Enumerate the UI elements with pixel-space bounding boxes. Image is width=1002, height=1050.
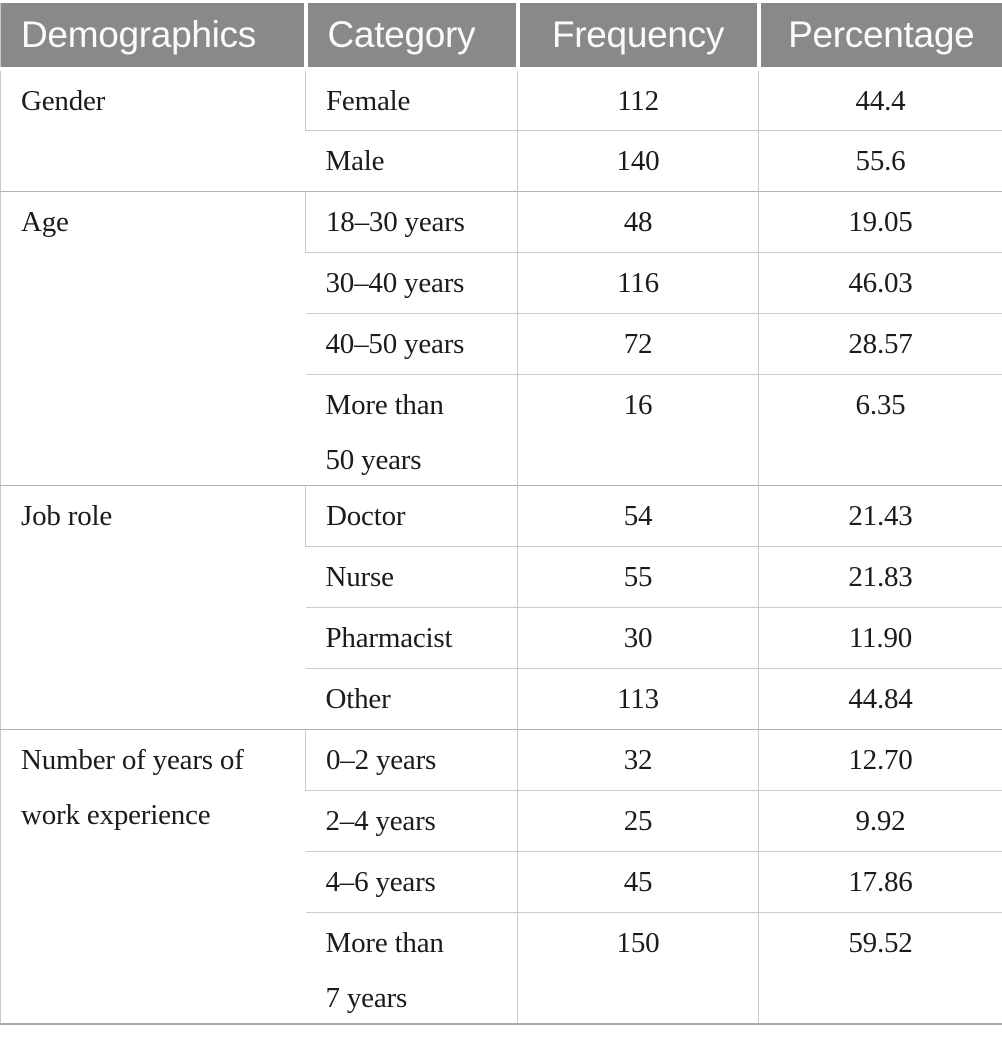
- demographic-cell-work-experience: Number of years of work experience: [0, 728, 306, 1024]
- percentage-cell: 11.90: [758, 606, 1002, 668]
- percentage-cell: 12.70: [758, 728, 1002, 790]
- demographic-label: Job role: [21, 499, 113, 532]
- column-header-frequency: Frequency: [515, 3, 759, 71]
- demographic-label: Age: [21, 205, 69, 238]
- frequency-cell: 55: [517, 545, 759, 607]
- category-label: Nurse: [325, 560, 394, 593]
- category-cell: Female: [305, 69, 518, 130]
- frequency-cell: 30: [517, 606, 759, 668]
- demographic-cell-age: Age: [0, 190, 306, 485]
- table-row: Job role Doctor 54 21.43: [0, 484, 1002, 729]
- frequency-cell: 150: [517, 911, 759, 1024]
- category-cell: 40–50 years: [305, 312, 518, 374]
- percentage-cell: 44.4: [758, 69, 1002, 130]
- category-label: 0–2 years: [326, 743, 437, 776]
- table-row: 40–50 years 72 28.57: [1, 312, 1002, 374]
- table-row: Other 113 44.84: [1, 667, 1002, 729]
- frequency-cell: 48: [517, 190, 759, 252]
- frequency-cell: 25: [517, 789, 759, 851]
- frequency-cell: 45: [517, 850, 759, 912]
- demographic-label: Number of years of: [21, 743, 244, 776]
- category-cell: Nurse: [305, 545, 518, 607]
- frequency-cell: 113: [517, 667, 759, 729]
- category-cell: Doctor: [305, 484, 518, 546]
- category-cell: Pharmacist: [305, 606, 518, 668]
- frequency-cell: 72: [517, 312, 759, 374]
- frequency-cell: 32: [517, 728, 759, 790]
- category-label: 7 years: [325, 981, 408, 1014]
- category-label: 18–30 years: [326, 205, 465, 238]
- percentage-cell: 21.83: [758, 545, 1002, 607]
- percentage-cell: 59.52: [758, 911, 1002, 1024]
- category-cell: 2–4 years: [305, 789, 518, 851]
- table-row: Male 140 55.6: [1, 129, 1002, 191]
- frequency-cell: 112: [517, 69, 759, 130]
- demographic-label: Gender: [21, 85, 106, 117]
- category-cell: 18–30 years: [305, 190, 518, 252]
- category-cell: Male: [305, 129, 518, 191]
- category-label: 4–6 years: [325, 865, 436, 898]
- table-row: 2–4 years 25 9.92: [1, 789, 1002, 851]
- table-row: Number of years of work experience 0–2 y…: [0, 728, 1002, 1024]
- percentage-cell: 44.84: [758, 667, 1002, 729]
- table-row: More than 7 years 150 59.52: [1, 911, 1002, 1024]
- demographic-cell-job-role: Job role: [0, 484, 306, 729]
- percentage-cell: 9.92: [758, 789, 1002, 851]
- percentage-cell: 55.6: [758, 129, 1002, 191]
- category-label: Male: [325, 144, 385, 177]
- category-label: Other: [325, 682, 391, 715]
- frequency-cell: 16: [517, 373, 759, 485]
- table-row: Pharmacist 30 11.90: [1, 606, 1002, 668]
- category-cell: 30–40 years: [305, 251, 518, 313]
- demographics-table: Demographics Category Frequency Percenta…: [0, 3, 1002, 1025]
- column-header-demographics: Demographics: [0, 3, 306, 71]
- frequency-cell: 54: [517, 484, 759, 546]
- frequency-cell: 140: [517, 129, 759, 191]
- table-row: Age 18–30 years 48 19.05: [0, 190, 1002, 485]
- demographic-cell-gender: Gender: [1, 69, 306, 191]
- category-label: More than: [325, 388, 444, 421]
- table-row: Nurse 55 21.83: [1, 545, 1002, 607]
- category-label: Female: [326, 85, 411, 117]
- percentage-cell: 17.86: [758, 850, 1002, 912]
- category-cell: More than 7 years: [305, 911, 518, 1024]
- category-label: 30–40 years: [325, 266, 465, 299]
- category-label: 50 years: [325, 443, 422, 476]
- page: Demographics Category Frequency Percenta…: [0, 3, 1002, 1025]
- category-cell: Other: [305, 667, 518, 729]
- demographic-label: work experience: [21, 798, 211, 831]
- category-cell: 4–6 years: [305, 850, 518, 912]
- category-label: 40–50 years: [325, 327, 465, 360]
- percentage-cell: 46.03: [758, 251, 1002, 313]
- category-cell: More than 50 years: [305, 373, 518, 485]
- category-label: 2–4 years: [325, 804, 436, 837]
- category-label: Pharmacist: [325, 621, 453, 654]
- header-row: Demographics Category Frequency Percenta…: [0, 3, 1002, 71]
- percentage-cell: 6.35: [758, 373, 1002, 485]
- category-label: More than: [325, 926, 444, 959]
- column-header-category: Category: [303, 3, 518, 71]
- table-row: Gender Female 112 44.4: [1, 69, 1002, 130]
- category-cell: 0–2 years: [305, 728, 518, 790]
- percentage-cell: 21.43: [758, 484, 1002, 546]
- column-header-percentage: Percentage: [756, 3, 1002, 71]
- table-row: 4–6 years 45 17.86: [1, 850, 1002, 912]
- category-label: Doctor: [326, 499, 406, 532]
- percentage-cell: 28.57: [758, 312, 1002, 374]
- table-row: More than 50 years 16 6.35: [1, 373, 1002, 485]
- percentage-cell: 19.05: [758, 190, 1002, 252]
- table-row: 30–40 years 116 46.03: [1, 251, 1002, 313]
- frequency-cell: 116: [517, 251, 759, 313]
